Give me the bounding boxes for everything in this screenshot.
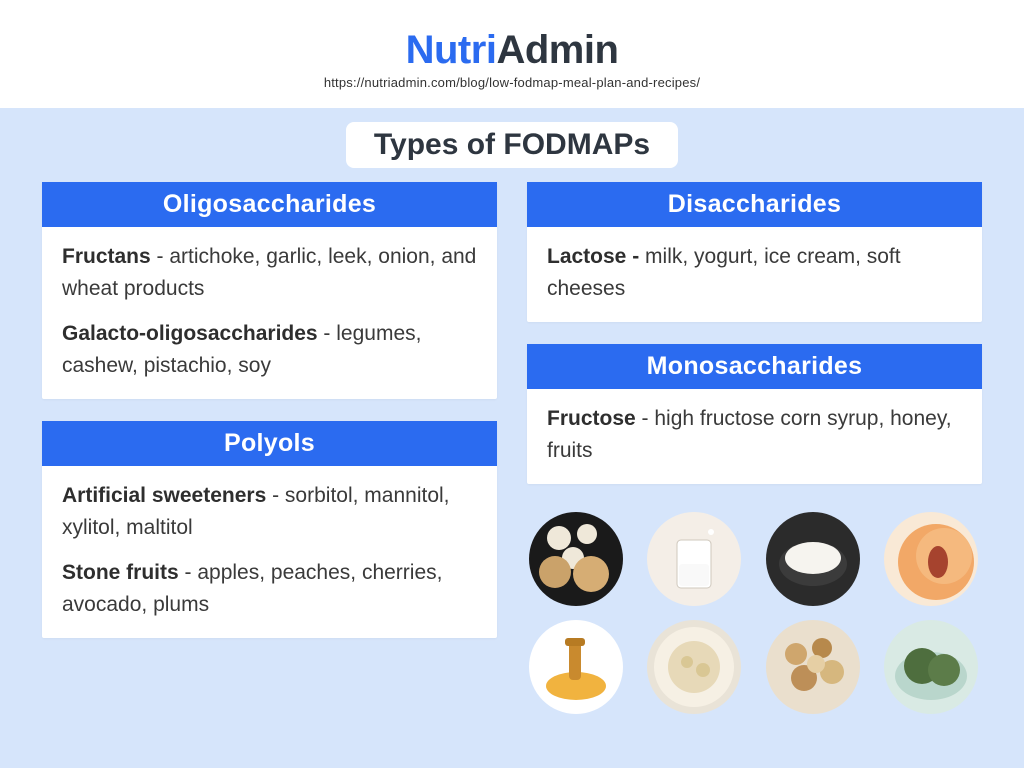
mono-item-1: Fructose - high fructose corn syrup, hon… bbox=[547, 403, 962, 466]
thumb-artichoke bbox=[884, 620, 978, 714]
oligosaccharides-card: Oligosaccharides Fructans - artichoke, g… bbox=[42, 182, 497, 399]
right-column: Disaccharides Lactose - milk, yogurt, ic… bbox=[527, 182, 982, 714]
thumb-honey bbox=[529, 620, 623, 714]
monosaccharides-title: Monosaccharides bbox=[527, 344, 982, 389]
brand-part2: Admin bbox=[496, 28, 618, 72]
thumb-garlic-onion bbox=[529, 512, 623, 606]
polyols-item-2: Stone fruits - apples, peaches, cherries… bbox=[62, 557, 477, 620]
polyols-title: Polyols bbox=[42, 421, 497, 466]
brand-part1: Nutri bbox=[406, 28, 497, 72]
food-thumbnails bbox=[527, 506, 982, 714]
di-item-1: Lactose - milk, yogurt, ice cream, soft … bbox=[547, 241, 962, 304]
left-column: Oligosaccharides Fructans - artichoke, g… bbox=[42, 182, 497, 714]
thumb-mixed-nuts bbox=[766, 620, 860, 714]
header: NutriAdmin https://nutriadmin.com/blog/l… bbox=[0, 0, 1024, 108]
thumb-pasta-plate bbox=[647, 620, 741, 714]
page-title: Types of FODMAPs bbox=[346, 122, 678, 168]
thumb-peach bbox=[884, 512, 978, 606]
brand-logo: NutriAdmin bbox=[0, 28, 1024, 73]
monosaccharides-card: Monosaccharides Fructose - high fructose… bbox=[527, 344, 982, 484]
brand-url: https://nutriadmin.com/blog/low-fodmap-m… bbox=[0, 75, 1024, 90]
thumb-milk-glass bbox=[647, 512, 741, 606]
disaccharides-card: Disaccharides Lactose - milk, yogurt, ic… bbox=[527, 182, 982, 322]
oligo-item-1: Fructans - artichoke, garlic, leek, onio… bbox=[62, 241, 477, 304]
content: Types of FODMAPs Oligosaccharides Fructa… bbox=[0, 108, 1024, 714]
polyols-item-1: Artificial sweeteners - sorbitol, mannit… bbox=[62, 480, 477, 543]
disaccharides-title: Disaccharides bbox=[527, 182, 982, 227]
oligosaccharides-title: Oligosaccharides bbox=[42, 182, 497, 227]
oligo-item-2: Galacto-oligosaccharides - legumes, cash… bbox=[62, 318, 477, 381]
polyols-card: Polyols Artificial sweeteners - sorbitol… bbox=[42, 421, 497, 638]
thumb-sugar-bowl bbox=[766, 512, 860, 606]
